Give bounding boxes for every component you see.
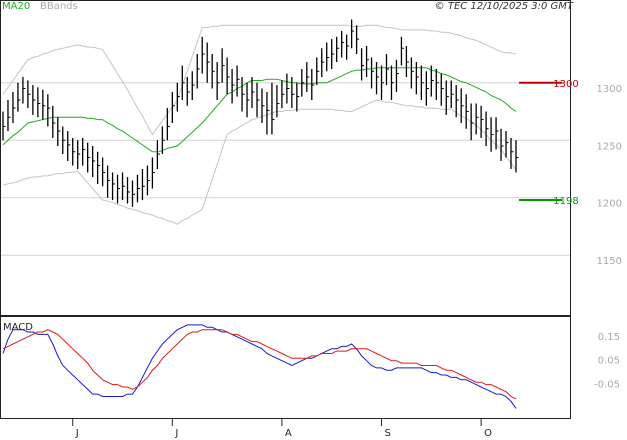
x-tick-label: J [174, 428, 178, 439]
x-tick-label: J [75, 428, 79, 439]
price-panel [0, 0, 571, 316]
macd-line [2, 329, 517, 400]
y-tick-label: 1250 [597, 141, 622, 152]
source: © TEC 12/10/2025 3:0 GMT [435, 1, 574, 12]
legend-bbands: BBands [40, 1, 78, 12]
legend-ma20: MA20 [2, 1, 30, 12]
y-tick-label: 1200 [597, 199, 622, 210]
level-label: 1300 [553, 79, 578, 90]
y-tick-label: -0.05 [594, 380, 620, 391]
macd-line [2, 324, 517, 409]
bband-upper [2, 24, 517, 136]
bband-lower [2, 99, 517, 225]
y-tick-label: 0.05 [598, 356, 620, 367]
y-tick-label: 0.15 [598, 332, 620, 343]
x-tick-label: O [484, 428, 492, 439]
y-tick-label: 1300 [597, 84, 622, 95]
x-tick-label: A [285, 428, 292, 439]
macd-title: MACD [3, 322, 33, 333]
macd-panel [0, 316, 571, 419]
y-tick-label: 1150 [597, 256, 622, 267]
level-label: 1198 [553, 196, 578, 207]
ma-line [2, 67, 517, 153]
x-tick-label: S [385, 428, 391, 439]
